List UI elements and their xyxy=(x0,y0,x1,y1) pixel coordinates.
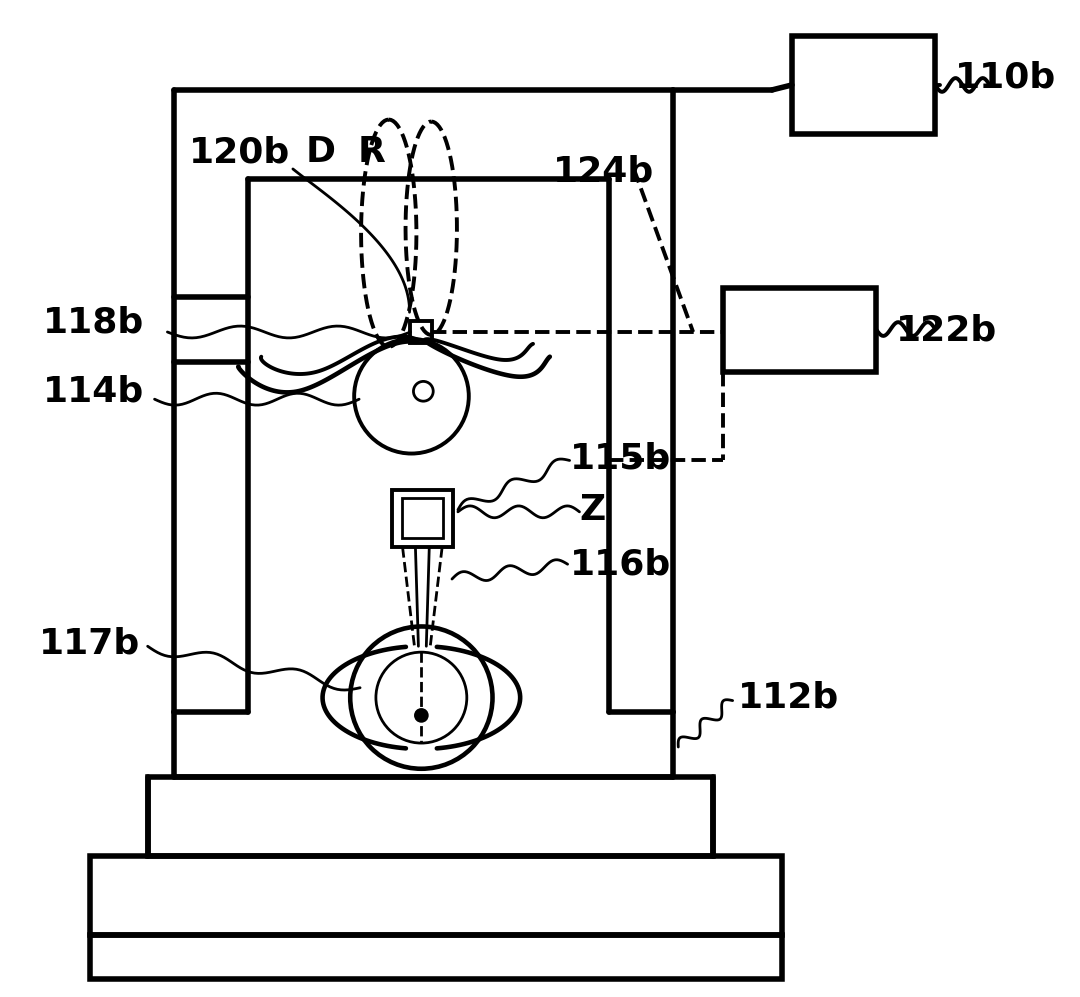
Bar xyxy=(91,935,782,979)
Bar xyxy=(392,491,453,547)
Text: 120b: 120b xyxy=(189,136,291,169)
Bar xyxy=(792,36,935,135)
Bar xyxy=(91,855,782,935)
Text: 124b: 124b xyxy=(553,155,654,188)
Text: R: R xyxy=(357,136,384,169)
Bar xyxy=(148,777,713,855)
Bar xyxy=(723,287,876,372)
Bar xyxy=(402,498,443,537)
Text: 117b: 117b xyxy=(39,626,140,660)
Text: 115b: 115b xyxy=(569,442,671,476)
Text: 122b: 122b xyxy=(895,313,997,347)
Circle shape xyxy=(416,710,428,722)
Text: 114b: 114b xyxy=(43,374,144,409)
Text: 112b: 112b xyxy=(738,681,839,715)
Text: 116b: 116b xyxy=(569,547,671,581)
Bar xyxy=(410,321,432,343)
Text: 110b: 110b xyxy=(955,60,1056,94)
Text: D: D xyxy=(306,136,336,169)
Text: 118b: 118b xyxy=(43,305,144,339)
Text: Z: Z xyxy=(580,493,606,526)
